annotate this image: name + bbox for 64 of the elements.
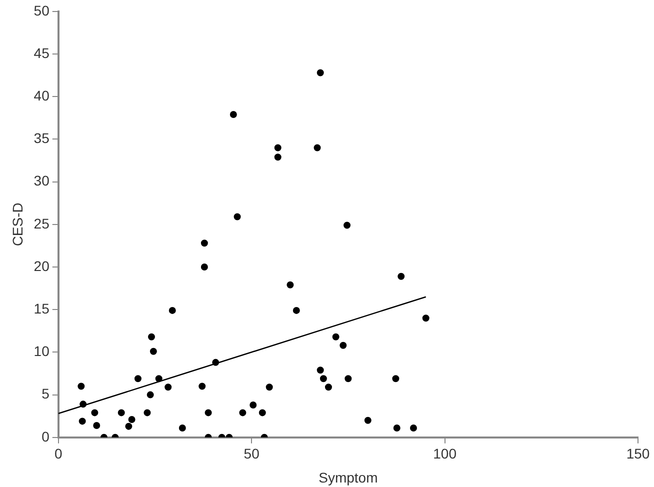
point bbox=[168, 306, 176, 314]
point bbox=[144, 409, 151, 416]
point bbox=[274, 154, 282, 161]
y-tick-label: 10 bbox=[34, 343, 50, 360]
point bbox=[164, 384, 172, 391]
point bbox=[324, 384, 332, 391]
point bbox=[292, 306, 300, 314]
point bbox=[128, 416, 136, 424]
y-axis-title: CES-D bbox=[9, 202, 26, 246]
x-tick-label: 150 bbox=[626, 446, 650, 462]
point bbox=[340, 342, 347, 349]
point bbox=[204, 409, 212, 416]
y-tick-label: 40 bbox=[34, 87, 50, 104]
point bbox=[314, 144, 321, 152]
point bbox=[178, 424, 186, 432]
point bbox=[212, 358, 220, 366]
y-tick-label: 30 bbox=[34, 172, 50, 189]
point bbox=[286, 281, 294, 288]
point bbox=[78, 382, 85, 390]
point bbox=[125, 422, 132, 430]
y-tick-label: 20 bbox=[34, 258, 50, 274]
point bbox=[200, 264, 208, 270]
y-tick-label: 5 bbox=[42, 386, 50, 402]
point bbox=[230, 110, 237, 118]
point bbox=[234, 213, 241, 220]
point bbox=[258, 409, 266, 416]
point bbox=[344, 375, 352, 382]
point bbox=[146, 391, 154, 398]
point bbox=[274, 144, 282, 152]
point bbox=[393, 424, 400, 432]
point bbox=[150, 348, 157, 355]
point bbox=[250, 402, 257, 409]
point bbox=[239, 409, 246, 416]
point bbox=[134, 375, 142, 382]
point bbox=[364, 416, 372, 424]
point bbox=[422, 314, 430, 322]
point bbox=[344, 222, 351, 229]
point bbox=[93, 422, 100, 429]
point bbox=[80, 400, 87, 408]
y-tick-label: 50 bbox=[34, 2, 50, 18]
point bbox=[155, 375, 162, 382]
y-tick-label: 15 bbox=[34, 300, 50, 316]
point bbox=[316, 366, 324, 374]
y-tick-label: 25 bbox=[34, 215, 50, 232]
point bbox=[148, 333, 155, 340]
y-tick-label: 0 bbox=[42, 428, 50, 444]
y-tick-label: 35 bbox=[34, 130, 50, 146]
point bbox=[198, 382, 206, 390]
point bbox=[320, 375, 327, 382]
point bbox=[118, 409, 125, 416]
point bbox=[78, 418, 86, 425]
x-axis-title: Symptom bbox=[318, 469, 378, 486]
point bbox=[266, 384, 273, 391]
point bbox=[332, 333, 340, 340]
point bbox=[392, 375, 400, 382]
point bbox=[316, 69, 324, 76]
x-tick-label: 0 bbox=[54, 446, 62, 462]
x-tick-label: 100 bbox=[433, 446, 457, 462]
point bbox=[200, 240, 208, 247]
point bbox=[91, 409, 98, 416]
x-tick-label: 50 bbox=[244, 446, 260, 462]
point bbox=[410, 424, 417, 432]
point bbox=[398, 272, 405, 280]
y-tick-label: 45 bbox=[34, 44, 50, 61]
